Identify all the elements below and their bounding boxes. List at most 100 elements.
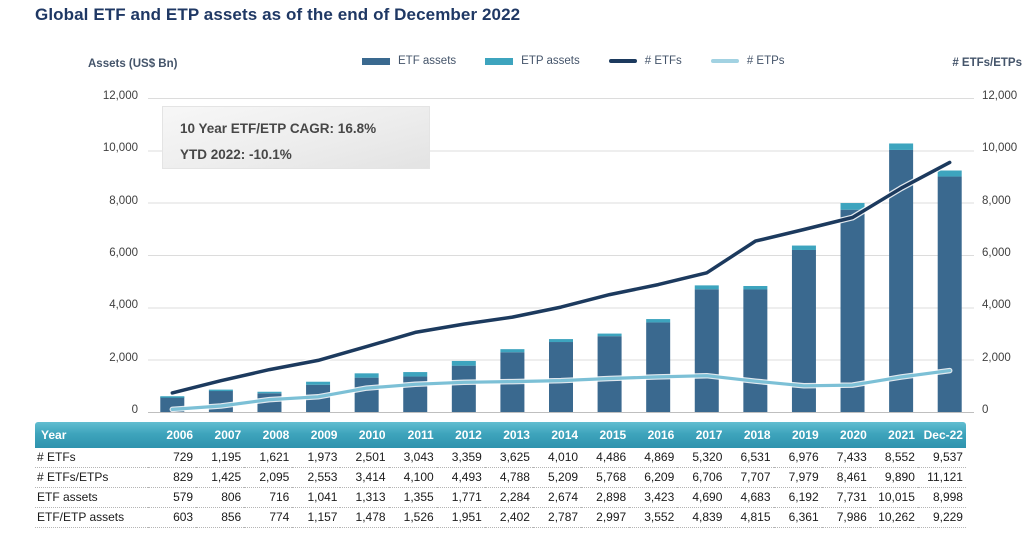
table-cell: 829 [148, 468, 197, 488]
table-cell: 4,690 [677, 488, 726, 508]
bar-2020 [840, 203, 865, 412]
table-cell: 4,815 [725, 508, 774, 528]
etf-assets-swatch-icon [362, 57, 390, 65]
ytd-line: YTD 2022: -10.1% [180, 147, 292, 162]
table-cell: 1,355 [388, 488, 437, 508]
table-cell: 3,552 [629, 508, 678, 528]
bar-2012 [451, 360, 476, 412]
table-cell: 1,313 [340, 488, 389, 508]
table-row-label-etfs-etps: # ETFs/ETPs [35, 468, 148, 488]
table-header-2021: 2021 [869, 422, 918, 448]
table-cell: 1,973 [292, 448, 341, 468]
table-cell: 3,414 [340, 468, 389, 488]
right-axis-tick: 0 [982, 404, 989, 416]
table-cell: 1,195 [196, 448, 245, 468]
table-cell: 8,998 [917, 488, 966, 508]
table-cell: 856 [196, 508, 245, 528]
table-cell: 2,284 [484, 488, 533, 508]
legend-item-etp-assets: ETP assets [485, 55, 580, 67]
table-cell: 1,478 [340, 508, 389, 528]
table-cell: 2,553 [292, 468, 341, 488]
table-cell: 10,015 [869, 488, 918, 508]
left-axis-tick: 8,000 [109, 194, 138, 207]
bar-2014 [549, 339, 573, 412]
table-cell: 4,869 [629, 448, 678, 468]
table-cell: 9,890 [869, 468, 918, 488]
table-cell: 4,788 [484, 468, 533, 488]
line-etfs [170, 160, 952, 395]
table-cell: 8,461 [821, 468, 870, 488]
table-header-2006: 2006 [148, 422, 197, 448]
table-cell: 7,707 [725, 468, 774, 488]
legend-item-etfs: # ETFs [608, 55, 682, 67]
right-axis-tick: 4,000 [982, 299, 1011, 312]
table-cell: 6,192 [773, 488, 822, 508]
etps-swatch-icon [710, 59, 739, 63]
table-cell: 1,526 [388, 508, 437, 528]
line-etps [170, 369, 952, 411]
table-cell: 4,839 [677, 508, 726, 528]
table-cell: 3,423 [629, 488, 678, 508]
left-axis-title: Assets (US$ Bn) [88, 58, 178, 70]
table-header-2017: 2017 [677, 422, 726, 448]
table-header-2010: 2010 [340, 422, 389, 448]
table-header-year: Year [35, 422, 148, 448]
bar-2016 [646, 319, 671, 412]
table-cell: 2,402 [484, 508, 533, 528]
right-axis-title: # ETFs/ETPs [952, 57, 1022, 69]
table-header-2009: 2009 [292, 422, 341, 448]
etfs-swatch-icon [608, 59, 637, 63]
left-axis-tick: 0 [131, 404, 138, 416]
table-header-2008: 2008 [244, 422, 293, 448]
table-cell: 5,320 [677, 448, 726, 468]
table-cell: 2,787 [532, 508, 582, 528]
table-header-2011: 2011 [388, 422, 437, 448]
table-cell: 3,359 [436, 448, 485, 468]
table-cell: 7,731 [821, 488, 870, 508]
table-cell: 4,683 [725, 488, 774, 508]
table-cell: 1,425 [196, 468, 245, 488]
table-row-label-etfs: # ETFs [35, 448, 148, 468]
bar-2018 [743, 286, 768, 412]
table-header-2016: 2016 [629, 422, 678, 448]
table-cell: 10,262 [869, 508, 918, 528]
left-axis-tick: 10,000 [102, 142, 138, 155]
table-row-label-etf-assets: ETF assets [35, 488, 148, 508]
cagr-line: 10 Year ETF/ETP CAGR: 16.8% [180, 121, 377, 136]
table-cell: 7,979 [773, 468, 822, 488]
cagr-annotation-box: 10 Year ETF/ETP CAGR: 16.8% YTD 2022: -1… [162, 106, 430, 169]
table-cell: 2,674 [532, 488, 582, 508]
table-cell: 1,951 [436, 508, 485, 528]
table-cell: 2,997 [581, 508, 630, 528]
left-axis-tick: 6,000 [109, 247, 138, 259]
table-cell: 2,501 [340, 448, 389, 468]
table-cell: 6,706 [677, 468, 726, 488]
right-axis-tick: 6,000 [982, 247, 1011, 259]
legend-label: # ETFs [644, 55, 682, 67]
page-title: Global ETF and ETP assets as of the end … [35, 5, 521, 24]
bar-2011 [403, 372, 428, 412]
table-cell: 716 [244, 488, 293, 508]
table-cell: 9,229 [917, 508, 966, 528]
table-cell: 11,121 [917, 468, 966, 488]
table-cell: 4,493 [436, 468, 485, 488]
bar-dec-22 [937, 170, 962, 412]
table-cell: 6,361 [773, 508, 822, 528]
table-cell: 8,552 [869, 448, 918, 468]
table-cell: 9,537 [917, 448, 966, 468]
table-cell: 1,621 [244, 448, 293, 468]
right-axis-tick: 10,000 [982, 142, 1018, 155]
table-header-2012: 2012 [436, 422, 485, 448]
right-axis-tick: 12,000 [982, 90, 1018, 102]
table-cell: 2,095 [244, 468, 293, 488]
table-header-2019: 2019 [773, 422, 822, 448]
table-cell: 1,157 [292, 508, 341, 528]
table-cell: 1,041 [292, 488, 341, 508]
table-cell: 579 [148, 488, 197, 508]
table-cell: 5,768 [581, 468, 630, 488]
table-cell: 4,486 [581, 448, 630, 468]
table-row-label-etf-etp-assets: ETF/ETP assets [35, 508, 148, 528]
table-header-2018: 2018 [725, 422, 774, 448]
table-cell: 7,433 [821, 448, 870, 468]
